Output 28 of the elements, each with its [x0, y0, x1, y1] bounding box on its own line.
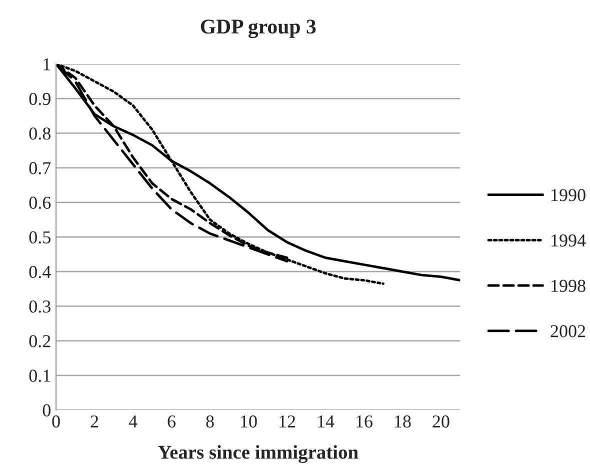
y-tick-label: 0.6	[29, 196, 51, 209]
y-tick-label: 0.7	[29, 162, 51, 174]
x-tick-label: 4	[128, 416, 138, 428]
legend-label: 1994	[552, 234, 586, 247]
y-tick-label: 0.5	[29, 231, 50, 244]
y-tick-label: 0.3	[29, 300, 50, 313]
x-tick-label: 18	[395, 415, 411, 428]
legend-label: 1990	[552, 189, 586, 202]
x-tick-label: 12	[280, 415, 296, 428]
x-tick-label: 8	[206, 415, 214, 428]
y-tick-label: 0.2	[29, 335, 50, 348]
legend-label: 2002	[550, 325, 586, 338]
y-tick-label: 0.9	[29, 92, 50, 106]
x-tick-label: 0	[52, 415, 60, 428]
chart-title: GDP group 3	[200, 20, 316, 38]
y-tick-label: 0.1	[29, 370, 50, 382]
legend-label: 1998	[552, 280, 586, 292]
x-tick-label: 20	[432, 415, 450, 428]
y-tick-label: 1	[44, 58, 50, 70]
y-tick-label: 0.4	[29, 266, 51, 278]
y-tick-label: 0	[42, 404, 50, 416]
x-tick-label: 6	[168, 415, 176, 428]
x-axis-title: Years since immigration	[158, 445, 358, 463]
x-tick-label: 14	[318, 415, 334, 428]
x-tick-label: 2	[90, 415, 98, 428]
x-tick-label: 16	[356, 415, 372, 428]
x-tick-label: 10	[241, 415, 257, 428]
y-tick-label: 0.8	[29, 127, 50, 140]
